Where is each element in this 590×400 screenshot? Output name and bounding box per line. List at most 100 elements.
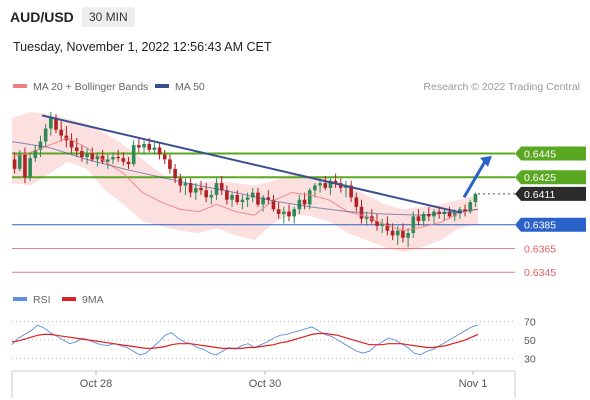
candle-body [225, 190, 229, 200]
candle-body [245, 197, 250, 200]
candle-body [292, 209, 297, 217]
report-datetime: Tuesday, November 1, 2022 12:56:43 AM CE… [13, 40, 272, 54]
candle-body [183, 183, 188, 186]
candle-body [131, 145, 136, 165]
candle-body [17, 154, 22, 169]
candle-body [33, 149, 38, 159]
candle-body [313, 185, 317, 191]
rsi-9ma-line [11, 332, 479, 349]
candle-body [74, 147, 79, 152]
candle-body [43, 128, 48, 142]
level-label: 0.6345 [524, 267, 556, 279]
rsi-tick-label: 30 [524, 354, 536, 366]
candle-body [323, 183, 328, 188]
candle-body [235, 195, 240, 203]
candle-body [375, 221, 379, 226]
candle-body [69, 140, 74, 148]
candle-body [287, 211, 291, 217]
candle-body [437, 211, 441, 214]
projection-arrow-head [479, 155, 492, 167]
candle-body [173, 168, 177, 179]
legend-ma50-swatch [155, 84, 169, 88]
level-tag [515, 186, 586, 201]
candle-body [385, 223, 390, 231]
level-tag [515, 170, 586, 185]
candle-body [49, 117, 53, 129]
x-axis: Oct 28 Oct 30 Nov 1 [11, 370, 516, 398]
level-label: 0.6385 [524, 220, 556, 232]
candle-body [421, 214, 426, 222]
candle-body [23, 154, 27, 178]
candle-body [307, 190, 312, 205]
candle-body [162, 154, 167, 160]
candle-body [318, 183, 322, 186]
candle-body [458, 209, 462, 213]
candle-body [364, 216, 369, 219]
candle-body [276, 209, 281, 214]
legend-ma20-swatch [13, 84, 27, 88]
level-label: 0.6425 [524, 172, 556, 184]
candle-body [126, 161, 131, 165]
legend-ma20-label: MA 20 + Bollinger Bands [33, 81, 148, 93]
candle-body [349, 185, 353, 198]
legend-9ma-label: 9MA [82, 294, 104, 306]
candle-body [271, 199, 276, 210]
candle-body [452, 212, 457, 217]
candle-body [250, 192, 255, 198]
level-label: 0.6411 [524, 189, 555, 201]
candle-body [137, 145, 141, 148]
level-tag [515, 217, 586, 232]
legend-rsi-label: RSI [33, 294, 51, 306]
candle-body [328, 180, 333, 188]
candle-body [147, 143, 152, 150]
x-tick-label: Oct 28 [80, 378, 112, 390]
legend-ma50-label: MA 50 [175, 81, 205, 93]
candle-body [142, 143, 146, 148]
candle-body [473, 193, 478, 203]
level-label: 0.6365 [524, 243, 556, 255]
candle-body [95, 155, 100, 160]
candle-body [354, 197, 359, 207]
x-tick-label: Nov 1 [459, 378, 488, 390]
candle-body [282, 211, 286, 214]
candle-body [85, 153, 89, 157]
candle-body [59, 129, 64, 136]
candle-body [395, 230, 400, 236]
candle-body [193, 187, 198, 193]
candle-body [401, 230, 405, 238]
candle-body [199, 187, 203, 191]
candle-body [411, 216, 416, 233]
symbol-title: AUD/USD [10, 9, 74, 25]
projection-arrow-shaft [462, 159, 488, 199]
candle-body [447, 211, 452, 217]
candle-body [168, 159, 172, 169]
candle-body [230, 195, 234, 200]
ma20-line [11, 137, 479, 232]
candle-body [116, 157, 120, 159]
timeframe-badge[interactable]: 30 MIN [82, 7, 135, 27]
copyright-text: Research © 2022 Trading Central [423, 81, 580, 93]
candle-body [209, 195, 214, 198]
candle-body [240, 199, 245, 203]
candle-body [426, 214, 431, 217]
candle-body [297, 199, 302, 210]
candle-body [100, 155, 105, 162]
candle-body [390, 230, 395, 236]
level-tag [515, 146, 586, 161]
candle-body [12, 159, 17, 169]
candle-body [157, 147, 162, 155]
level-label: 0.6445 [524, 148, 556, 160]
ma50-line [11, 141, 479, 216]
candle-body [64, 135, 69, 141]
candle-body [90, 153, 95, 160]
candle-body [333, 180, 338, 184]
rsi-panel: 70 50 30 [11, 316, 536, 366]
legend-rsi-swatch [13, 297, 27, 301]
candle-body [266, 197, 271, 200]
rsi-tick-label: 50 [524, 335, 536, 347]
candle-body [28, 158, 32, 178]
candle-body [406, 233, 410, 238]
candle-body [105, 159, 110, 162]
